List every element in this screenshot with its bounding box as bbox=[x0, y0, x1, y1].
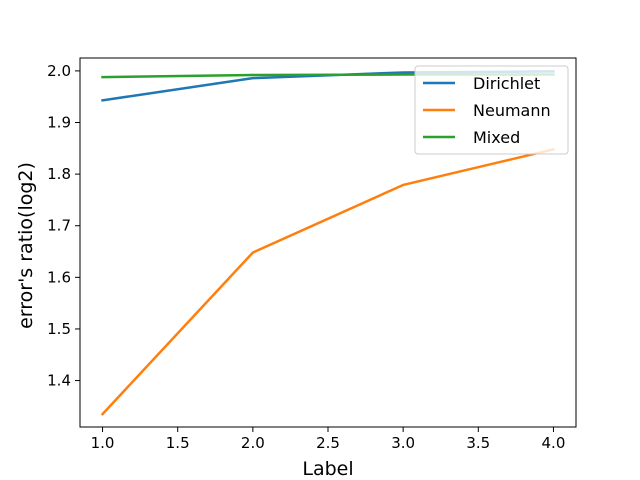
legend-box bbox=[414, 65, 569, 155]
x-tick-label: 1.0 bbox=[91, 434, 115, 452]
x-axis: 1.0 1.5 2.0 2.5 3.0 3.5 4.0 bbox=[91, 427, 566, 452]
x-tick-label: 3.5 bbox=[466, 434, 490, 452]
x-tick-label: 2.5 bbox=[316, 434, 340, 452]
legend-label-dirichlet: Dirichlet bbox=[473, 74, 540, 93]
y-tick-label: 1.6 bbox=[47, 268, 71, 286]
x-axis-label: Label bbox=[302, 458, 353, 480]
y-tick-label: 1.4 bbox=[47, 372, 71, 390]
y-tick-label: 1.7 bbox=[47, 217, 71, 235]
y-tick-label: 1.5 bbox=[47, 320, 71, 338]
x-tick-label: 4.0 bbox=[542, 434, 566, 452]
y-axis-label: error's ratio(log2) bbox=[15, 162, 37, 329]
x-tick-label: 3.0 bbox=[391, 434, 415, 452]
x-tick-label: 2.0 bbox=[241, 434, 265, 452]
series-line-neumann bbox=[100, 147, 555, 416]
y-tick-label: 2.0 bbox=[47, 62, 71, 80]
y-axis: 1.4 1.5 1.6 1.7 1.8 1.9 2.0 bbox=[47, 62, 80, 390]
y-tick-label: 1.8 bbox=[47, 165, 71, 183]
legend-label-mixed: Mixed bbox=[473, 128, 520, 147]
x-tick-label: 1.5 bbox=[166, 434, 190, 452]
legend-label-neumann: Neumann bbox=[473, 101, 551, 120]
y-tick-label: 1.9 bbox=[47, 114, 71, 132]
legend: Dirichlet Neumann Mixed bbox=[414, 65, 569, 155]
